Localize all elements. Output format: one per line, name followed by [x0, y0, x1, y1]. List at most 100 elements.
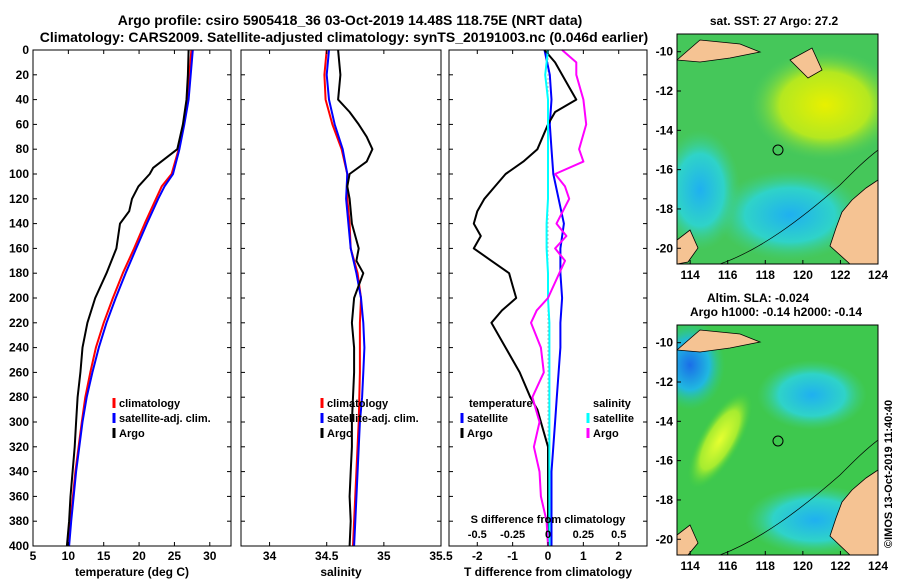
- map-x-tick-label: 124: [868, 559, 888, 573]
- depth-tick-label: 340: [9, 465, 29, 479]
- salinity-diff-xlabel: S difference from climatology: [471, 514, 627, 526]
- title-line-2: Climatology: CARS2009. Satellite-adjuste…: [40, 29, 648, 45]
- depth-tick-label: 20: [16, 68, 30, 82]
- salinity-series-argo: [337, 49, 374, 547]
- difference-panel: -2 -1 0 1 2 T difference from climatology temp…: [448, 49, 648, 579]
- sst-island-north: [677, 39, 762, 63]
- depth-tick-label: 380: [9, 514, 29, 528]
- salinity-diff-tick-label: 0.25: [573, 529, 594, 541]
- sla-island-southwest: [677, 524, 699, 555]
- sst-map-frame: [676, 33, 879, 265]
- map-x-tick-label: 120: [793, 559, 813, 573]
- salinity-diff-tick-label: 0: [545, 529, 551, 541]
- sla-map-title-1: Altim. SLA: -0.024: [707, 291, 809, 305]
- temperature-series-argo: [65, 49, 190, 547]
- temperature-panel: 0 20 40 60 80 100 120 140 160 180 200 220 240 260 280 3…: [9, 43, 232, 579]
- map-x-tick-label: 122: [830, 559, 850, 573]
- sst-cool-patch: [715, 170, 865, 260]
- temperature-frame: [32, 49, 232, 547]
- x-tick-label: 34.5: [315, 549, 339, 563]
- sla-argo-location-marker: [772, 435, 784, 447]
- depth-tick-label: 0: [22, 43, 29, 57]
- difference-series-t-satellite: [543, 49, 565, 546]
- map-y-tick-label: -16: [656, 454, 674, 468]
- map-y-tick-label: -12: [656, 375, 674, 389]
- salinity-xlabel: salinity: [320, 565, 362, 579]
- depth-tick-label: 80: [16, 142, 30, 156]
- x-tick-label: 1: [580, 549, 587, 563]
- sla-map-frame: [676, 324, 879, 556]
- temperature-series-climatology: [67, 49, 193, 547]
- sla-australia-coast: [829, 469, 878, 555]
- x-tick-label: 25: [168, 549, 182, 563]
- sst-map: sat. SST: 27 Argo: 27.2 114 116 118 120 122 1…: [656, 14, 889, 282]
- x-tick-label: 34: [263, 549, 277, 563]
- map-x-tick-label: 114: [680, 559, 700, 573]
- legend-label: temperature: [469, 398, 533, 410]
- map-y-tick-label: -14: [656, 123, 674, 137]
- legend-label: climatology: [327, 398, 389, 410]
- salinity-series-satellite-adj-clim-: [325, 49, 366, 547]
- salinity-diff-tick-label: 0.5: [611, 529, 626, 541]
- depth-tick-label: 120: [9, 192, 29, 206]
- difference-xlabel: T difference from climatology: [464, 565, 632, 579]
- map-y-tick-label: -12: [656, 84, 674, 98]
- map-y-tick-label: -20: [656, 241, 674, 255]
- sla-map: Altim. SLA: -0.024 Argo h1000: -0.14 h20…: [656, 291, 889, 573]
- depth-tick-label: 180: [9, 266, 29, 280]
- temperature-series-satellite-adj-clim-: [68, 49, 194, 547]
- difference-series-t-argo: [472, 49, 578, 546]
- map-y-tick-label: -16: [656, 163, 674, 177]
- sla-map-title-2: Argo h1000: -0.14 h2000: -0.14: [690, 305, 862, 319]
- sla-high-patch: [687, 391, 753, 489]
- legend-label: Argo: [593, 428, 619, 440]
- legend-label: salinity: [593, 398, 632, 410]
- depth-tick-label: 220: [9, 316, 29, 330]
- legend-label: climatology: [119, 398, 181, 410]
- sst-map-title: sat. SST: 27 Argo: 27.2: [710, 14, 839, 28]
- salinity-diff-tick-label: -0.25: [500, 529, 525, 541]
- legend-label: Argo: [327, 428, 353, 440]
- sst-australia-coast: [829, 179, 878, 264]
- map-y-tick-label: -18: [656, 493, 674, 507]
- temperature-xlabel: temperature (deg C): [75, 565, 189, 579]
- map-y-tick-label: -14: [656, 414, 674, 428]
- depth-tick-label: 300: [9, 415, 29, 429]
- map-y-tick-label: -10: [656, 45, 674, 59]
- legend-label: satellite-adj. clim.: [119, 413, 211, 425]
- sst-argo-location-marker: [772, 144, 784, 156]
- map-x-tick-label: 114: [680, 268, 700, 282]
- x-tick-label: 5: [30, 549, 37, 563]
- map-y-tick-label: -18: [656, 202, 674, 216]
- map-y-tick-label: -20: [656, 532, 674, 546]
- sst-contour: [719, 149, 878, 264]
- salinity-diff-tick-label: -0.5: [468, 529, 487, 541]
- x-tick-label: -1: [507, 549, 518, 563]
- x-tick-label: 30: [203, 549, 217, 563]
- depth-tick-label: 140: [9, 217, 29, 231]
- depth-tick-label: 280: [9, 390, 29, 404]
- salinity-panel: 34 34.5 35 35.5 salinity climatology satellite…: [240, 49, 453, 579]
- title-line-1: Argo profile: csiro 5905418_36 03-Oct-20…: [118, 12, 583, 28]
- depth-tick-label: 400: [9, 539, 29, 553]
- legend-label: Argo: [119, 428, 145, 440]
- difference-series-s-argo: [530, 49, 588, 547]
- legend-label: satellite: [467, 413, 508, 425]
- sst-warm-patch: [750, 50, 878, 160]
- map-x-tick-label: 120: [793, 268, 813, 282]
- legend-label: satellite: [593, 413, 634, 425]
- map-x-tick-label: 116: [718, 559, 738, 573]
- depth-tick-label: 40: [16, 93, 30, 107]
- sst-cool-patch-west: [677, 130, 740, 250]
- sst-island-southwest: [677, 229, 699, 264]
- depth-tick-label: 100: [9, 167, 29, 181]
- sla-island-north: [677, 329, 762, 353]
- x-tick-label: 15: [97, 549, 111, 563]
- x-tick-label: 20: [132, 549, 146, 563]
- map-x-tick-label: 124: [868, 268, 888, 282]
- depth-tick-label: 60: [16, 117, 30, 131]
- depth-tick-label: 260: [9, 365, 29, 379]
- depth-tick-label: 160: [9, 241, 29, 255]
- sst-island-east: [789, 47, 823, 79]
- x-tick-label: 2: [615, 549, 622, 563]
